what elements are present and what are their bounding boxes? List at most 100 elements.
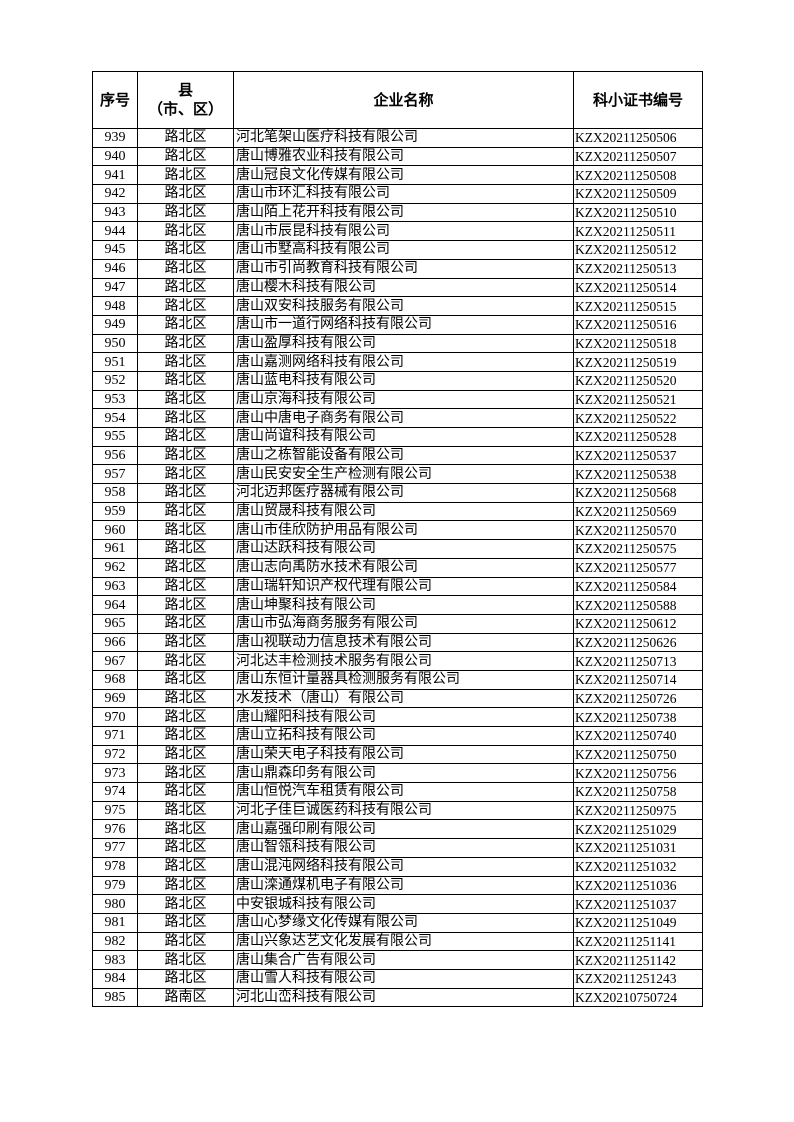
cell-district: 路北区: [137, 389, 234, 410]
cell-district: 路北区: [137, 314, 234, 335]
cell-certificate-code: KZX20211250612: [573, 613, 703, 634]
cell-certificate-code: KZX20211250575: [573, 539, 703, 559]
cell-no: 961: [92, 539, 138, 559]
table-row: 943 路北区 唐山陌上花开科技有限公司 KZX20211250510: [92, 202, 703, 223]
cell-company-name: 唐山东恒计量器具检测服务有限公司: [233, 669, 574, 690]
cell-no: 980: [92, 894, 138, 914]
cell-no: 967: [92, 651, 138, 671]
cell-company-name: 唐山市弘海商务服务有限公司: [233, 613, 574, 634]
cell-certificate-code: KZX20211250714: [573, 669, 703, 690]
cell-certificate-code: KZX20211250528: [573, 427, 703, 447]
cell-no: 946: [92, 258, 138, 279]
cell-company-name: 唐山恒悦汽车租赁有限公司: [233, 782, 574, 802]
cell-district: 路北区: [137, 445, 234, 466]
header-name: 企业名称: [233, 71, 574, 129]
cell-no: 942: [92, 184, 138, 204]
cell-no: 970: [92, 707, 138, 727]
cell-district: 路北区: [137, 258, 234, 279]
cell-certificate-code: KZX20211250519: [573, 352, 703, 372]
cell-no: 958: [92, 483, 138, 503]
cell-no: 981: [92, 912, 138, 933]
cell-district: 路北区: [137, 744, 234, 765]
cell-district: 路北区: [137, 221, 234, 242]
cell-company-name: 唐山尚谊科技有限公司: [233, 427, 574, 447]
cell-district: 路北区: [137, 669, 234, 690]
cell-certificate-code: KZX20211250740: [573, 726, 703, 746]
cell-no: 954: [92, 408, 138, 428]
table-row: 979 路北区 唐山滦通煤机电子有限公司 KZX20211251036: [92, 875, 703, 896]
cell-district: 路北区: [137, 912, 234, 933]
cell-company-name: 唐山心梦缘文化传媒有限公司: [233, 912, 574, 933]
cell-company-name: 唐山蓝电科技有限公司: [233, 370, 574, 391]
cell-certificate-code: KZX20211250568: [573, 483, 703, 503]
cell-company-name: 唐山樱木科技有限公司: [233, 277, 574, 298]
cell-no: 956: [92, 445, 138, 466]
table-row: 967 路北区 河北达丰检测技术服务有限公司 KZX20211250713: [92, 651, 703, 671]
cell-certificate-code: KZX20211250570: [573, 520, 703, 541]
cell-company-name: 唐山集合广告有限公司: [233, 950, 574, 970]
cell-certificate-code: KZX20211250506: [573, 128, 703, 148]
cell-company-name: 唐山滦通煤机电子有限公司: [233, 875, 574, 896]
cell-no: 959: [92, 501, 138, 522]
cell-district: 路北区: [137, 688, 234, 709]
table-row: 963 路北区 唐山瑞轩知识产权代理有限公司 KZX20211250584: [92, 576, 703, 597]
cell-certificate-code: KZX20211250758: [573, 782, 703, 802]
cell-certificate-code: KZX20210750724: [573, 987, 703, 1008]
cell-district: 路北区: [137, 856, 234, 877]
header-no: 序号: [92, 71, 138, 129]
cell-district: 路北区: [137, 520, 234, 541]
cell-certificate-code: KZX20211250518: [573, 333, 703, 354]
cell-no: 953: [92, 389, 138, 410]
cell-district: 路北区: [137, 202, 234, 223]
cell-district: 路北区: [137, 370, 234, 391]
cell-company-name: 唐山双安科技服务有限公司: [233, 296, 574, 316]
cell-district: 路北区: [137, 726, 234, 746]
table-row: 981 路北区 唐山心梦缘文化传媒有限公司 KZX20211251049: [92, 912, 703, 933]
cell-certificate-code: KZX20211250584: [573, 576, 703, 597]
table-row: 946 路北区 唐山市引尚教育科技有限公司 KZX20211250513: [92, 258, 703, 279]
cell-company-name: 唐山盈厚科技有限公司: [233, 333, 574, 354]
cell-company-name: 唐山混沌网络科技有限公司: [233, 856, 574, 877]
cell-certificate-code: KZX20211250512: [573, 240, 703, 260]
cell-no: 945: [92, 240, 138, 260]
cell-no: 950: [92, 333, 138, 354]
cell-certificate-code: KZX20211250750: [573, 744, 703, 765]
header-district: 县 （市、区）: [137, 71, 234, 129]
cell-district: 路北区: [137, 277, 234, 298]
table-row: 955 路北区 唐山尚谊科技有限公司 KZX20211250528: [92, 427, 703, 447]
cell-district: 路北区: [137, 968, 234, 989]
cell-district: 路北区: [137, 763, 234, 784]
cell-certificate-code: KZX20211250569: [573, 501, 703, 522]
table-row: 939 路北区 河北笔架山医疗科技有限公司 KZX20211250506: [92, 128, 703, 148]
cell-district: 路北区: [137, 539, 234, 559]
cell-certificate-code: KZX20211250588: [573, 595, 703, 615]
table-row: 953 路北区 唐山京海科技有限公司 KZX20211250521: [92, 389, 703, 410]
cell-district: 路北区: [137, 352, 234, 372]
table-row: 985 路南区 河北山峦科技有限公司 KZX20210750724: [92, 987, 703, 1008]
table-row: 969 路北区 水发技术（唐山）有限公司 KZX20211250726: [92, 688, 703, 709]
cell-district: 路北区: [137, 408, 234, 428]
cell-no: 962: [92, 557, 138, 578]
table-row: 954 路北区 唐山中唐电子商务有限公司 KZX20211250522: [92, 408, 703, 428]
table-row: 948 路北区 唐山双安科技服务有限公司 KZX20211250515: [92, 296, 703, 316]
table-row: 960 路北区 唐山市佳欣防护用品有限公司 KZX20211250570: [92, 520, 703, 541]
cell-certificate-code: KZX20211251031: [573, 838, 703, 858]
cell-no: 978: [92, 856, 138, 877]
cell-certificate-code: KZX20211250521: [573, 389, 703, 410]
cell-district: 路北区: [137, 613, 234, 634]
cell-certificate-code: KZX20211250507: [573, 146, 703, 167]
cell-no: 969: [92, 688, 138, 709]
cell-no: 974: [92, 782, 138, 802]
cell-no: 983: [92, 950, 138, 970]
table-row: 952 路北区 唐山蓝电科技有限公司 KZX20211250520: [92, 370, 703, 391]
cell-company-name: 唐山志向禹防水技术有限公司: [233, 557, 574, 578]
cell-certificate-code: KZX20211250522: [573, 408, 703, 428]
cell-no: 968: [92, 669, 138, 690]
cell-company-name: 唐山中唐电子商务有限公司: [233, 408, 574, 428]
cell-company-name: 唐山市环汇科技有限公司: [233, 184, 574, 204]
cell-district: 路北区: [137, 894, 234, 914]
cell-no: 948: [92, 296, 138, 316]
cell-no: 951: [92, 352, 138, 372]
cell-district: 路北区: [137, 800, 234, 821]
table-row: 971 路北区 唐山立拓科技有限公司 KZX20211250740: [92, 726, 703, 746]
